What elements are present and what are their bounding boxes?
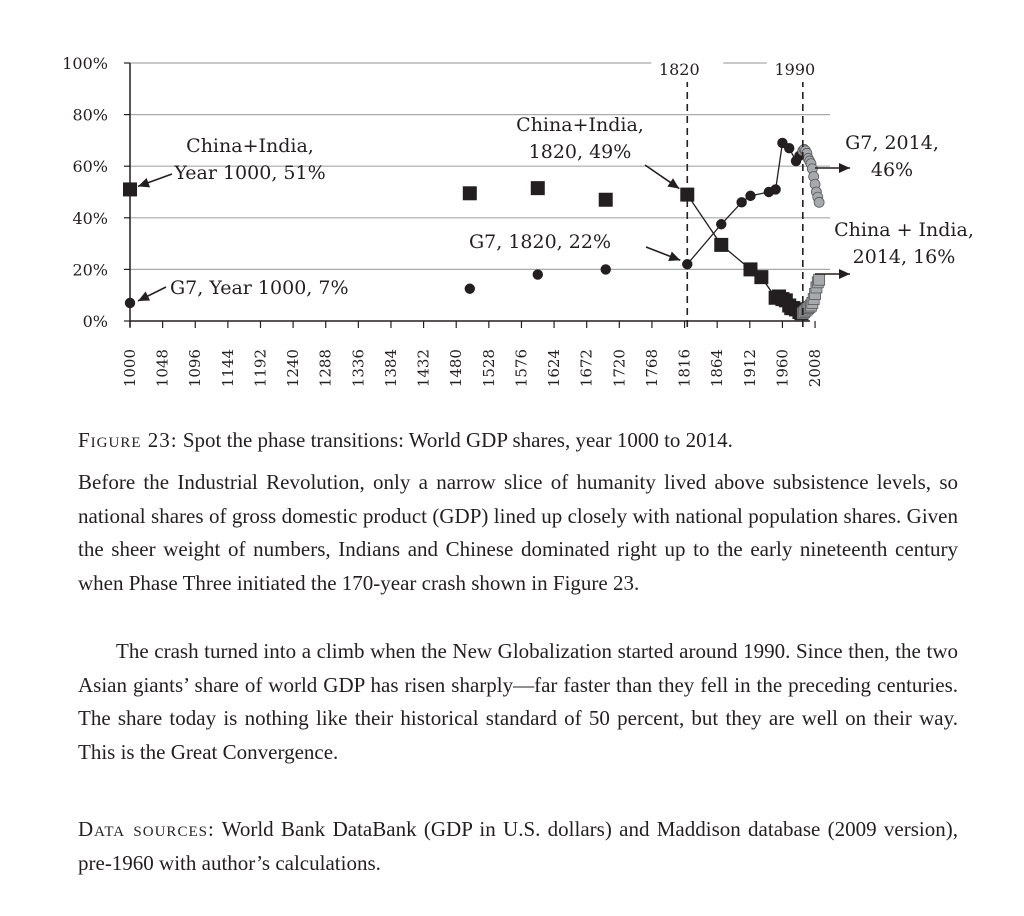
data-point-square bbox=[123, 182, 137, 197]
sources-text: World Bank DataBank (GDP in U.S. dollars… bbox=[78, 817, 958, 875]
event-label-bg bbox=[766, 56, 839, 82]
x-tick-label: 1720 bbox=[610, 349, 628, 387]
data-point-square bbox=[462, 186, 477, 201]
data-point-circle bbox=[716, 219, 727, 230]
annotation-ci-2014: 2014, 16% bbox=[853, 246, 956, 268]
data-point-circle bbox=[745, 190, 756, 202]
x-tick-label: 1384 bbox=[382, 349, 400, 387]
x-tick-label: 1336 bbox=[349, 349, 367, 387]
x-tick-label: 1192 bbox=[251, 349, 269, 387]
y-tick-label: 20% bbox=[72, 260, 108, 279]
x-tick-label: 1576 bbox=[512, 349, 530, 387]
caption-title: Spot the phase transitions: World GDP sh… bbox=[182, 428, 733, 452]
data-point-circle bbox=[770, 184, 781, 195]
caption-label: Figure 23: bbox=[78, 428, 178, 452]
x-tick-label: 1000 bbox=[121, 349, 139, 387]
x-tick-label: 1768 bbox=[643, 349, 661, 387]
y-tick-label: 80% bbox=[72, 106, 108, 125]
paragraph-2-text: The crash turned into a climb when the N… bbox=[78, 639, 958, 764]
figure-caption: Figure 23: Spot the phase transitions: W… bbox=[78, 424, 958, 458]
body-paragraph-2: The crash turned into a climb when the N… bbox=[78, 635, 958, 769]
x-tick-label: 1528 bbox=[480, 349, 498, 387]
sources-label: Data sources: bbox=[78, 817, 215, 841]
data-marks bbox=[123, 137, 826, 321]
annotation-ci-1820: China+India, bbox=[516, 114, 644, 136]
data-point-circle bbox=[532, 269, 543, 280]
x-tick-label: 1624 bbox=[545, 349, 563, 387]
annotation-g7-2014: 46% bbox=[871, 159, 913, 181]
data-point-circle bbox=[784, 142, 795, 154]
body-paragraph-1: Before the Industrial Revolution, only a… bbox=[78, 466, 958, 600]
axes: 100% 80% 60% 40% 20% 0% 1000 1048 1096 1144 1192 12… bbox=[62, 54, 824, 387]
data-point-circle bbox=[464, 283, 476, 294]
x-tick-label: 1864 bbox=[708, 349, 726, 387]
data-point-circle bbox=[600, 264, 611, 275]
x-tick-label: 1960 bbox=[773, 349, 791, 387]
x-tick-label: 1480 bbox=[447, 349, 465, 387]
y-tick-label: 0% bbox=[83, 312, 108, 331]
x-tick-label: 1288 bbox=[317, 349, 335, 387]
annotation-arrowhead bbox=[138, 177, 151, 188]
x-tick-label: 1432 bbox=[415, 349, 433, 387]
annotation-g7-2014: G7, 2014, bbox=[845, 132, 939, 154]
y-tick-label: 60% bbox=[72, 157, 108, 176]
annotation-g7-1000: G7, Year 1000, 7% bbox=[170, 277, 349, 299]
annotation-arrowhead bbox=[668, 251, 681, 261]
annotation-arrowhead bbox=[667, 178, 680, 189]
data-point-circle bbox=[813, 196, 825, 208]
x-tick-label: 1912 bbox=[741, 349, 759, 387]
data-sources: Data sources: World Bank DataBank (GDP i… bbox=[78, 813, 958, 880]
y-tick-label: 40% bbox=[72, 209, 108, 228]
data-point-circle bbox=[124, 297, 136, 309]
data-point-square bbox=[754, 270, 769, 285]
annotation-ci-1000: China+India, bbox=[186, 135, 314, 157]
annotation-g7-1820: G7, 1820, 22% bbox=[469, 231, 611, 253]
event-lines: 1820 1990 bbox=[651, 56, 839, 327]
x-tick-label: 1096 bbox=[186, 349, 204, 387]
data-point-square bbox=[598, 192, 613, 207]
event-label: 1990 bbox=[774, 60, 815, 79]
gdp-share-chart: 100% 80% 60% 40% 20% 0% 1000 1048 1096 1144 1192 12… bbox=[62, 54, 974, 387]
y-tick-label: 100% bbox=[62, 54, 108, 73]
paragraph-1-text: Before the Industrial Revolution, only a… bbox=[78, 470, 958, 595]
x-tick-label: 1144 bbox=[219, 349, 237, 387]
data-point-square bbox=[813, 273, 826, 286]
x-tick-label: 2008 bbox=[806, 349, 824, 387]
data-point-square bbox=[714, 237, 729, 252]
annotation-ci-2014: China + India, bbox=[834, 219, 974, 241]
annotations: China+India, Year 1000, 51% G7, Year 1000,… bbox=[137, 114, 974, 302]
x-tick-label: 1816 bbox=[676, 349, 694, 387]
data-point-square bbox=[743, 262, 758, 277]
data-point-square bbox=[530, 181, 545, 196]
event-label-bg bbox=[651, 56, 724, 82]
x-tick-label: 1672 bbox=[578, 349, 596, 387]
x-tick-label: 1048 bbox=[154, 349, 172, 387]
annotation-arrowhead bbox=[839, 269, 850, 279]
annotation-arrowhead bbox=[138, 291, 151, 301]
event-label: 1820 bbox=[659, 60, 700, 79]
annotation-ci-1000: Year 1000, 51% bbox=[173, 162, 325, 184]
annotation-arrowhead bbox=[839, 163, 850, 173]
annotation-ci-1820: 1820, 49% bbox=[529, 141, 632, 163]
data-point-circle bbox=[736, 197, 747, 208]
x-tick-label: 1240 bbox=[284, 349, 302, 387]
